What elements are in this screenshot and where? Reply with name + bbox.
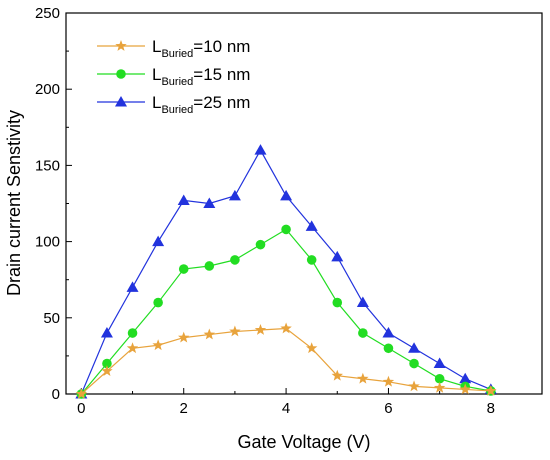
series-2 [75,144,497,399]
y-tick-label: 200 [35,81,60,98]
data-point [408,342,421,353]
series-line [80,228,491,395]
data-point [459,383,471,395]
legend-label-suffix: =25 nm [193,93,250,112]
legend-item: LBuried=25 nm [97,93,250,116]
data-point [383,343,394,354]
data-point [332,297,343,308]
legend-marker [116,69,126,79]
legend-label-suffix: =15 nm [193,65,250,84]
data-point [153,297,163,308]
legend-label: LBuried=15 nm [152,65,250,88]
data-point [127,328,138,338]
data-point [203,197,216,208]
x-tick-label: 2 [180,400,188,417]
plot-frame [65,12,543,395]
data-point [485,384,497,396]
data-point [434,373,445,384]
legend-label-main: L [152,37,161,56]
data-point [281,224,291,235]
x-axis: 0 2 4 6 8 [77,388,543,417]
series-layer [75,144,497,399]
data-point [203,328,216,340]
y-tick-label: 50 [43,310,60,327]
data-point [177,194,190,205]
legend-label: LBuried=10 nm [152,37,250,60]
data-point [382,327,395,338]
data-point [306,255,317,265]
legend-label-main: L [152,93,161,112]
legend-label: LBuried=25 nm [152,93,250,116]
legend-label-subscript: Buried [161,104,193,116]
data-point [356,296,369,308]
data-point [75,388,88,399]
data-point [152,235,165,247]
x-tick-label: 6 [384,400,392,417]
legend-label-suffix: =10 nm [193,37,250,56]
x-tick-label: 0 [77,400,85,417]
data-point [101,365,113,376]
x-tick-label: 4 [282,400,290,417]
data-point [126,281,139,292]
x-tick-label: 8 [487,400,495,417]
legend-label-subscript: Buried [161,76,193,88]
series-line [80,327,491,395]
data-point [254,323,267,335]
data-point [229,325,241,337]
data-point [254,144,267,155]
data-point [178,264,189,274]
data-point [305,342,318,354]
data-point [126,342,139,354]
series-1 [76,224,496,399]
x-axis-title: Gate Voltage (V) [237,432,370,452]
legend-item: LBuried=10 nm [97,37,250,60]
y-tick-label: 150 [35,157,60,174]
series-0 [75,322,497,399]
data-point [255,239,266,250]
data-point [408,380,420,392]
data-point [178,331,190,343]
data-point [382,375,395,387]
y-tick-label: 0 [52,386,60,403]
legend-label-main: L [152,65,161,84]
data-point [280,189,293,201]
data-point [100,327,113,338]
y-axis: 0 50 100 150 200 250 [35,5,72,403]
legend-marker [115,96,127,107]
data-point [152,339,164,351]
legend-item: LBuried=15 nm [97,65,250,88]
y-tick-label: 250 [35,5,60,22]
data-point [358,328,368,338]
data-point [204,261,215,271]
data-point [305,220,318,231]
data-point [409,358,419,369]
data-point [433,357,446,369]
data-point [459,372,472,384]
data-point [433,381,446,393]
data-point [280,322,292,334]
data-point [228,189,241,201]
data-point [230,255,240,265]
data-point [357,372,369,384]
data-point [102,358,112,369]
data-point [331,250,344,262]
y-axis-title: Drain current Senstivity [4,110,24,296]
plot-area-border [65,12,543,395]
legend-label-subscript: Buried [161,48,193,60]
data-point [331,369,343,381]
y-tick-label: 100 [35,234,60,251]
series-line [80,148,492,395]
legend-marker [115,40,127,51]
